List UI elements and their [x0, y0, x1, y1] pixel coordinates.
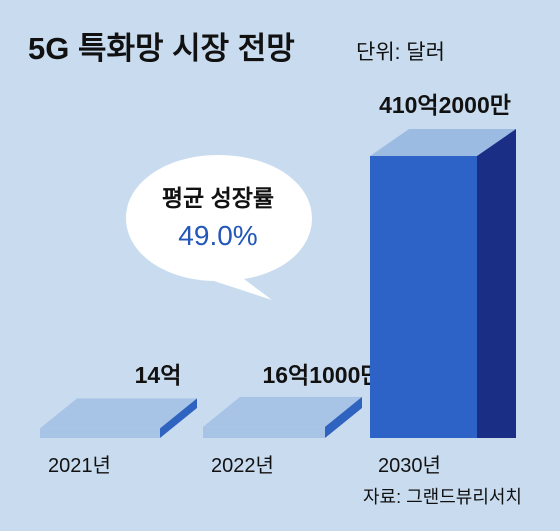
bar-side-face-0 [160, 398, 197, 438]
x-tick-label-0: 2021년 [48, 454, 111, 477]
callout-value: 49.0% [178, 220, 257, 251]
bars-group: 14억 2021년 16억1000만 2022년 410억2000만 2030년 [40, 92, 516, 477]
bar-front-face-1 [203, 426, 325, 438]
bar-top-face-0 [40, 398, 197, 429]
data-label-2: 410억2000만 [379, 92, 511, 118]
data-label-0: 14억 [135, 362, 182, 388]
bar-front-face-0 [40, 428, 160, 438]
bar-top-face-2 [370, 129, 516, 156]
source-label: 자료: 그랜드뷰리서치 [363, 487, 522, 507]
speech-bubble-shape [126, 155, 312, 300]
x-tick-label-2: 2030년 [378, 454, 441, 477]
bar-top-face-1 [203, 396, 362, 427]
callout-bubble: 평균 성장률 49.0% [126, 155, 312, 300]
x-tick-label-1: 2022년 [211, 454, 274, 477]
bar-side-face-2 [477, 129, 516, 438]
callout-title: 평균 성장률 [162, 185, 274, 211]
data-label-1: 16억1000만 [262, 362, 381, 388]
chart-title: 5G 특화망 시장 전망 [28, 31, 295, 66]
bar-side-face-1 [325, 396, 362, 438]
bar-front-face-2 [370, 156, 477, 438]
unit-label: 단위: 달러 [356, 41, 445, 64]
